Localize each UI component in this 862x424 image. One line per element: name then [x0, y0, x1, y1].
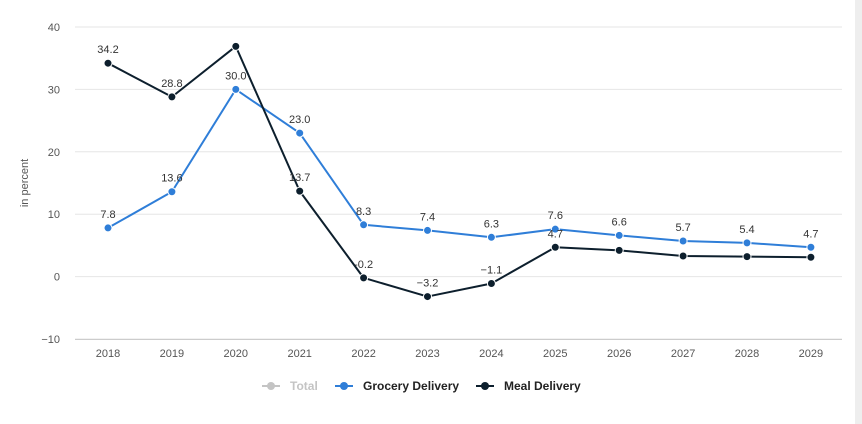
meal-delivery-point[interactable]: [806, 252, 816, 262]
x-tick-label: 2024: [479, 348, 503, 360]
x-tick-label: 2023: [415, 348, 439, 360]
x-tick-label: 2025: [543, 348, 567, 360]
x-tick-label: 2019: [160, 348, 184, 360]
axes: −10 0 10 20 30 40 2018 2019 2020 2021 2022 2023 2024…: [41, 22, 842, 360]
meal-delivery-data-label: 28.8: [161, 78, 182, 90]
grocery-delivery-data-label: 6.6: [612, 216, 627, 228]
x-tick-label: 2028: [735, 348, 759, 360]
meal-delivery-point[interactable]: [550, 242, 560, 252]
x-tick-label: 2026: [607, 348, 631, 360]
legend-item-total[interactable]: Total: [262, 379, 318, 393]
x-tick-label: 2027: [671, 348, 695, 360]
y-tick-label: 30: [48, 84, 60, 96]
grocery-delivery-data-label: 5.4: [739, 224, 754, 236]
x-tick-label: 2021: [287, 348, 311, 360]
grocery-delivery-point[interactable]: [103, 223, 113, 233]
y-axis-title: in percent: [19, 159, 31, 207]
grocery-delivery-point[interactable]: [167, 187, 177, 197]
meal-delivery-point[interactable]: [295, 186, 305, 196]
legend-label: Meal Delivery: [504, 379, 581, 393]
meal-delivery-point[interactable]: [423, 292, 432, 302]
y-tick-label: 10: [48, 209, 60, 221]
meal-delivery-data-label: −3.2: [417, 278, 439, 290]
meal-delivery-point[interactable]: [614, 245, 624, 255]
grocery-delivery-point[interactable]: [550, 224, 560, 234]
meal-delivery-point[interactable]: [103, 58, 113, 68]
legend-item-meal-delivery[interactable]: Meal Delivery: [476, 379, 581, 393]
legend-swatch-marker: [267, 382, 275, 390]
data-labels: 7.8 13.6 30.0 23.0 8.3 7.4 6.3 7.6 6.6 5.7 5.4 4.7 3…: [97, 44, 818, 289]
meal-delivery-line: [107, 45, 811, 298]
legend-swatch-marker: [481, 382, 489, 390]
legend-item-grocery-delivery[interactable]: Grocery Delivery: [335, 379, 459, 393]
grocery-delivery-data-label: 4.7: [803, 228, 818, 240]
y-tick-label: −10: [41, 334, 60, 346]
grocery-delivery-data-label: 7.4: [420, 211, 435, 223]
meal-delivery-data-label: 4.7: [548, 228, 563, 240]
grocery-delivery-point[interactable]: [423, 225, 432, 235]
meal-delivery-point[interactable]: [742, 252, 752, 262]
meal-delivery-data-label: −1.1: [481, 264, 503, 276]
grocery-delivery-data-label: 23.0: [289, 114, 310, 126]
grocery-delivery-point[interactable]: [614, 230, 624, 240]
meal-delivery-point[interactable]: [486, 278, 496, 288]
y-tick-label: 20: [48, 147, 60, 159]
grocery-delivery-data-label: 7.6: [548, 210, 563, 222]
y-tick-label: 40: [48, 22, 60, 34]
x-tick-label: 2022: [351, 348, 375, 360]
meal-delivery-point[interactable]: [359, 273, 369, 283]
grocery-delivery-point[interactable]: [231, 84, 241, 94]
grocery-delivery-point[interactable]: [486, 232, 496, 242]
meal-delivery-data-label: -0.2: [354, 259, 373, 271]
grid: [75, 26, 842, 340]
meal-delivery-data-label: 13.7: [289, 172, 310, 184]
grocery-delivery-data-label: 8.3: [356, 206, 371, 218]
grocery-delivery-data-label: 30.0: [225, 70, 246, 82]
meal-delivery-point[interactable]: [167, 92, 177, 102]
legend[interactable]: Total Grocery Delivery Meal Delivery: [262, 379, 581, 393]
legend-label: Total: [290, 379, 318, 393]
grocery-delivery-data-label: 6.3: [484, 218, 499, 230]
meal-delivery-point[interactable]: [231, 41, 241, 51]
y-tick-label: 0: [54, 272, 60, 284]
meal-delivery-point[interactable]: [678, 251, 688, 261]
x-tick-label: 2029: [799, 348, 823, 360]
legend-swatch-marker: [340, 382, 348, 390]
grocery-delivery-point[interactable]: [295, 128, 305, 138]
grocery-delivery-point[interactable]: [806, 242, 816, 252]
x-tick-label: 2018: [96, 348, 120, 360]
meal-delivery-data-label: 34.2: [97, 44, 118, 56]
series: [103, 41, 816, 302]
grocery-delivery-point[interactable]: [742, 238, 752, 248]
legend-label: Grocery Delivery: [363, 379, 459, 393]
grocery-delivery-data-label: 13.6: [161, 173, 182, 185]
scroll-edge: [855, 0, 862, 424]
grocery-delivery-data-label: 7.8: [100, 209, 115, 221]
grocery-delivery-point[interactable]: [359, 220, 369, 230]
grocery-delivery-point[interactable]: [678, 236, 688, 246]
grocery-delivery-line: [107, 88, 811, 249]
x-tick-label: 2020: [224, 348, 248, 360]
grocery-delivery-data-label: 5.7: [675, 222, 690, 234]
